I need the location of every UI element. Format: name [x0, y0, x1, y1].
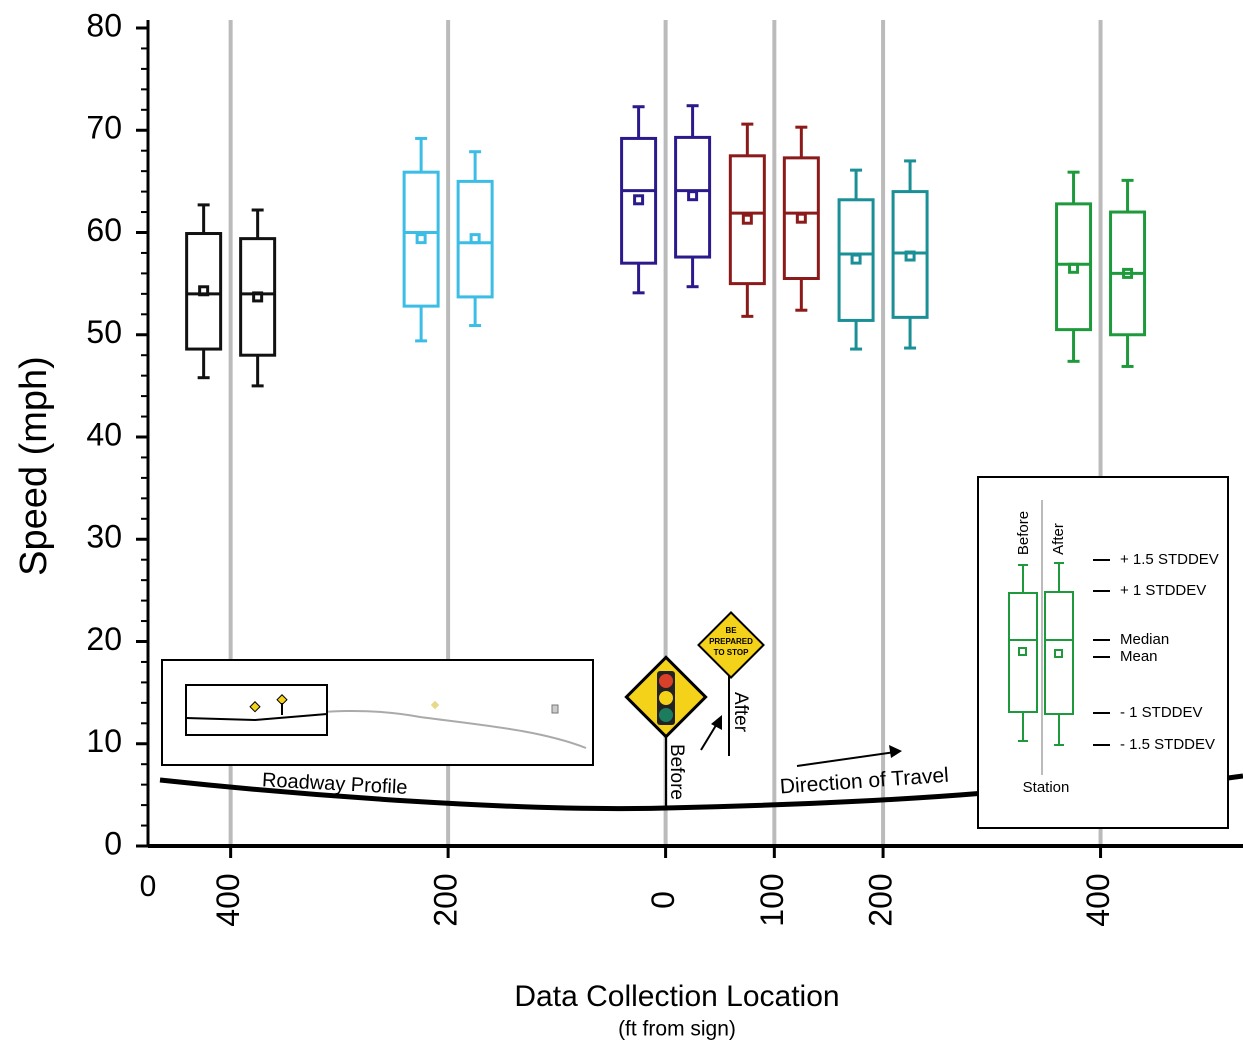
- box: [728, 154, 766, 286]
- box: [456, 179, 494, 299]
- after-arrow: [700, 721, 719, 751]
- signal-yellow: [659, 691, 673, 705]
- arrowhead: [711, 715, 722, 730]
- y-tick-label: 20: [86, 621, 122, 657]
- box: [837, 198, 875, 322]
- legend-label: + 1 STDDEV: [1120, 582, 1206, 599]
- box: [239, 237, 277, 357]
- sign-text: BE: [725, 626, 737, 635]
- x-tick-label: 400: [210, 873, 246, 926]
- inset-sign: [430, 700, 440, 710]
- mean: [252, 291, 264, 303]
- x-tick-label: 400: [1080, 873, 1116, 926]
- mean: [904, 250, 916, 262]
- arrowhead: [889, 745, 902, 758]
- inset-sign: [551, 704, 559, 714]
- prepared-sign: [697, 611, 765, 679]
- y-tick-label: 40: [86, 416, 122, 452]
- legend-after: After: [1050, 523, 1067, 555]
- box: [1055, 202, 1093, 332]
- roadway-profile-line: [159, 773, 1243, 812]
- mean: [1068, 262, 1080, 274]
- y-tick-label: 0: [104, 825, 122, 861]
- legend-before: Before: [1015, 511, 1032, 555]
- inset-sign: [276, 694, 288, 706]
- y-tick-label: 60: [86, 212, 122, 248]
- x-tick-label: 0: [645, 891, 681, 909]
- x-axis-subtitle: (ft from sign): [618, 1018, 736, 1041]
- box: [402, 170, 440, 308]
- x-tick-label: 200: [428, 873, 464, 926]
- roadway-profile-label: Roadway Profile: [261, 769, 408, 799]
- sign-text: PREPARED: [709, 637, 753, 646]
- y-tick-label: 70: [86, 110, 122, 146]
- x-tick-label: 100: [754, 873, 790, 926]
- mean: [415, 233, 427, 245]
- mean: [633, 194, 645, 206]
- box: [620, 136, 658, 265]
- after-label: After: [730, 692, 751, 733]
- y-tick-label: 30: [86, 519, 122, 555]
- mean: [741, 213, 753, 225]
- mean: [850, 253, 862, 265]
- box: [782, 156, 820, 281]
- y-tick-label: 10: [86, 723, 122, 759]
- box: [185, 232, 223, 351]
- box: [891, 190, 929, 319]
- x-origin-label: 0: [140, 870, 157, 903]
- y-tick-label: 80: [86, 7, 122, 43]
- direction-label: Direction of Travel: [779, 764, 949, 799]
- box: [674, 135, 712, 259]
- sign-text: TO STOP: [714, 648, 749, 657]
- direction-arrow: [796, 751, 896, 767]
- mean: [469, 233, 481, 245]
- inset-sign: [249, 701, 261, 713]
- before-label: Before: [666, 744, 687, 800]
- mean: [1122, 267, 1134, 279]
- x-tick-label: 200: [863, 873, 899, 926]
- y-axis-title: Speed (mph): [13, 356, 55, 576]
- legend-label: + 1.5 STDDEV: [1120, 551, 1219, 568]
- signal-red: [659, 674, 673, 688]
- legend-station: Station: [1023, 779, 1070, 796]
- legend-label: - 1 STDDEV: [1120, 704, 1203, 721]
- legend-example: [1008, 562, 1074, 746]
- mean: [687, 190, 699, 202]
- mean: [795, 212, 807, 224]
- legend-label: - 1.5 STDDEV: [1120, 736, 1215, 753]
- legend-label: Mean: [1120, 648, 1158, 665]
- signal-green: [659, 708, 673, 722]
- inset-road: [185, 713, 328, 722]
- y-tick-label: 50: [86, 314, 122, 350]
- mean: [198, 285, 210, 297]
- x-axis-title: Data Collection Location: [514, 980, 839, 1013]
- legend-label: Median: [1120, 631, 1169, 648]
